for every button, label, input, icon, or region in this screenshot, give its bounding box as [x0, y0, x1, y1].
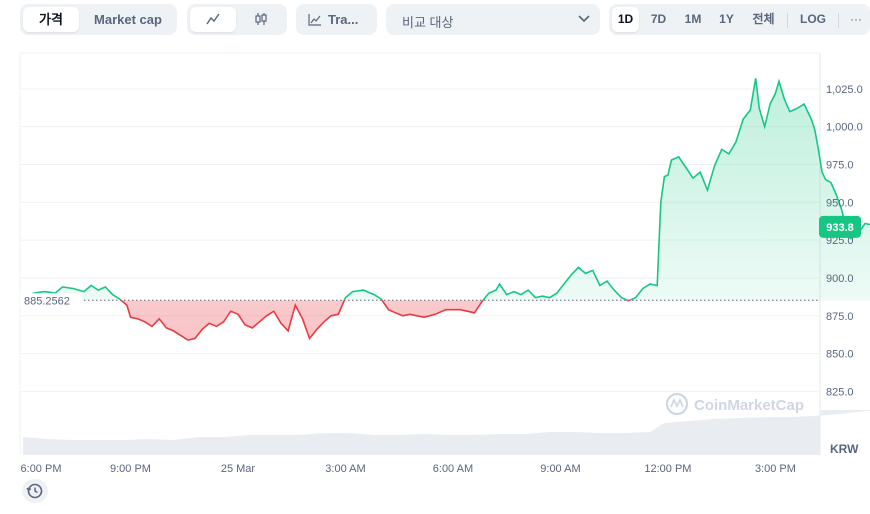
- x-tick-label: 3:00 PM: [755, 463, 796, 475]
- range-1m[interactable]: 1M: [684, 12, 702, 26]
- currency-label: KRW: [830, 442, 859, 456]
- y-tick-label: 975.0: [826, 160, 854, 172]
- x-tick-label: 9:00 AM: [540, 463, 580, 475]
- x-tick-label: 6:00 AM: [433, 463, 473, 475]
- log-scale-toggle[interactable]: LOG: [800, 12, 826, 26]
- x-axis: 6:00 PM 9:00 PM 25 Mar 3:00 AM 6:00 AM 9:00 A…: [21, 463, 796, 475]
- toolbar-divider: [838, 13, 839, 28]
- toolbar-divider: [787, 13, 788, 28]
- x-tick-label: 25 Mar: [221, 463, 256, 475]
- compare-select[interactable]: 비교 대상: [386, 4, 600, 35]
- y-tick-label: 1,000.0: [826, 122, 863, 134]
- y-tick-label: 825.0: [826, 386, 854, 398]
- tradingview-button[interactable]: Tra...: [296, 4, 377, 35]
- watermark: CoinMarketCap: [665, 392, 804, 416]
- time-range-toggle: 1D 7D 1M 1Y 전체 LOG ···: [609, 4, 870, 35]
- x-tick-label: 12:00 PM: [644, 463, 691, 475]
- y-tick-label: 850.0: [826, 349, 854, 361]
- watermark-text: CoinMarketCap: [694, 397, 804, 414]
- trading-chart-icon: [308, 14, 321, 26]
- x-tick-label: 3:00 AM: [325, 463, 365, 475]
- y-tick-label: 875.0: [826, 311, 854, 323]
- y-axis: 825.0 850.0 875.0 900.0 925.0 950.0 975.0 1,000…: [826, 84, 863, 399]
- x-tick-label: 9:00 PM: [110, 463, 151, 475]
- range-1y[interactable]: 1Y: [719, 12, 734, 26]
- area-above-reference: [23, 78, 870, 301]
- chart-toolbar: 가격 Market cap Tra... 비교 대상: [0, 0, 870, 40]
- compare-label: 비교 대상: [402, 15, 454, 30]
- current-price-text: 933.8: [826, 222, 854, 234]
- range-1d[interactable]: 1D: [612, 7, 639, 32]
- volume-bars: [23, 410, 870, 455]
- y-tick-label: 950.0: [826, 197, 854, 209]
- tab-market-cap[interactable]: Market cap: [94, 12, 162, 27]
- candlestick-icon: [255, 13, 267, 25]
- more-options-button[interactable]: ···: [850, 12, 862, 26]
- chevron-down-icon: [578, 15, 590, 23]
- line-chart-icon: [206, 13, 220, 25]
- chart-type-toggle: [187, 4, 287, 35]
- candlestick-button[interactable]: [238, 7, 284, 32]
- tab-price[interactable]: 가격: [23, 7, 79, 32]
- history-icon: [26, 483, 43, 499]
- volume-area: [23, 410, 870, 455]
- line-chart-button[interactable]: [190, 7, 236, 32]
- y-tick-label: 900.0: [826, 273, 854, 285]
- current-price-tag: 933.8: [819, 215, 861, 238]
- price-line-down: [119, 300, 632, 341]
- reference-price-label: 885.2562: [20, 293, 82, 308]
- area-below-reference: [23, 300, 870, 340]
- history-button[interactable]: [22, 479, 48, 503]
- x-tick-label: 6:00 PM: [21, 463, 62, 475]
- metric-toggle: 가격 Market cap: [20, 4, 177, 35]
- y-tick-label: 925.0: [826, 235, 854, 247]
- price-chart[interactable]: CoinMarketCap 885.2562 825.0 850.0 875.0 90…: [0, 50, 870, 514]
- range-all[interactable]: 전체: [752, 12, 775, 26]
- y-tick-label: 1,025.0: [826, 84, 863, 96]
- range-7d[interactable]: 7D: [650, 12, 667, 26]
- reference-price-text: 885.2562: [24, 295, 70, 307]
- tradingview-label: Tra...: [328, 12, 359, 27]
- price-line-up: [22, 78, 870, 301]
